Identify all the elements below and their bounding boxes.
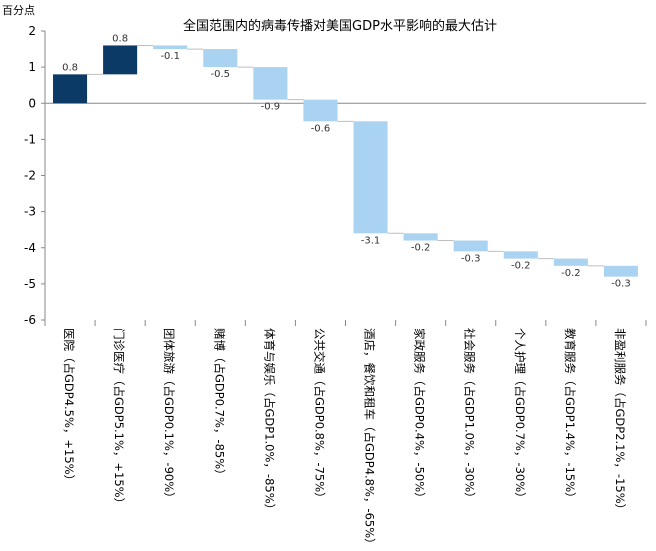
y-tick-label: -6 bbox=[24, 313, 36, 327]
x-category-label: 教育服务（占GDP1.4%，-15%） bbox=[563, 328, 577, 504]
y-tick-label: -3 bbox=[24, 205, 36, 219]
bar bbox=[453, 240, 488, 252]
chart-title: 全国范围内的病毒传播对美国GDP水平影响的最大估计 bbox=[183, 18, 497, 34]
data-label: -0.2 bbox=[411, 243, 431, 254]
data-label: -0.3 bbox=[461, 253, 481, 264]
x-category-label: 体育与娱乐（占GDP1.0%，-85%） bbox=[262, 328, 276, 515]
y-tick-label: 0 bbox=[28, 96, 36, 110]
bar bbox=[253, 67, 288, 100]
data-label: -0.5 bbox=[211, 69, 231, 80]
connector-lines bbox=[87, 44, 604, 267]
bar bbox=[153, 45, 188, 50]
y-tick-label: 1 bbox=[28, 60, 36, 74]
bar bbox=[553, 258, 588, 266]
y-axis: 2 1 0 -1 -2 -3 -4 -5 -6 bbox=[24, 24, 646, 327]
y-tick-label: 2 bbox=[28, 24, 36, 38]
data-label: -0.3 bbox=[611, 279, 631, 290]
x-category-label: 个人护理（占GDP0.7%，-30%） bbox=[513, 328, 527, 504]
y-axis-unit-label: 百分点 bbox=[2, 4, 35, 17]
x-category-label: 家政服务（占GDP0.4%，-50%） bbox=[413, 328, 427, 504]
data-label: -0.2 bbox=[561, 268, 581, 279]
bar bbox=[603, 265, 638, 277]
x-category-label: 社会服务（占GDP1.0%，-30%） bbox=[463, 328, 477, 504]
x-category-label: 门诊医疗（占GDP5.1%，+15%） bbox=[112, 328, 126, 509]
data-label: -0.1 bbox=[160, 51, 180, 62]
bar bbox=[103, 45, 138, 75]
x-category-label: 非盈利服务（占GDP2.1%，-15%） bbox=[613, 328, 627, 515]
data-label: 0.8 bbox=[62, 62, 78, 73]
x-category-label: 团体旅游（占GDP0.1%，-90%） bbox=[162, 328, 176, 504]
data-labels: 0.8 0.8 -0.1 -0.5 -0.9 -0.6 -3.1 -0.2 -0.3 -0.2 -0… bbox=[62, 33, 631, 289]
bars bbox=[53, 45, 638, 277]
data-label: -0.9 bbox=[261, 102, 281, 113]
data-label: -0.2 bbox=[511, 261, 531, 272]
data-label: -0.6 bbox=[311, 123, 331, 134]
x-category-label: 酒店，餐饮和租车（占GDP4.8%，-65%） bbox=[363, 328, 377, 550]
y-tick-label: -2 bbox=[24, 169, 36, 183]
bar bbox=[203, 49, 238, 68]
bar bbox=[53, 74, 88, 104]
bar bbox=[353, 121, 388, 234]
bar bbox=[503, 251, 538, 259]
x-category-label: 赌博（占GDP0.7%，-85%） bbox=[212, 328, 226, 481]
bar bbox=[303, 99, 338, 122]
x-category-label: 公共交通（占GDP0.8%，-75%） bbox=[312, 328, 326, 504]
data-label: -3.1 bbox=[361, 235, 381, 246]
data-label: 0.8 bbox=[112, 33, 128, 44]
x-axis-categories: 医院（占GDP4.5%，+15%） 门诊医疗（占GDP5.1%，+15%） 团体旅游… bbox=[44, 320, 647, 550]
y-tick-label: -1 bbox=[24, 132, 36, 146]
y-tick-label: -5 bbox=[24, 277, 36, 291]
bar bbox=[403, 233, 438, 241]
y-tick-label: -4 bbox=[24, 241, 36, 255]
x-category-label: 医院（占GDP4.5%，+15%） bbox=[62, 328, 76, 486]
